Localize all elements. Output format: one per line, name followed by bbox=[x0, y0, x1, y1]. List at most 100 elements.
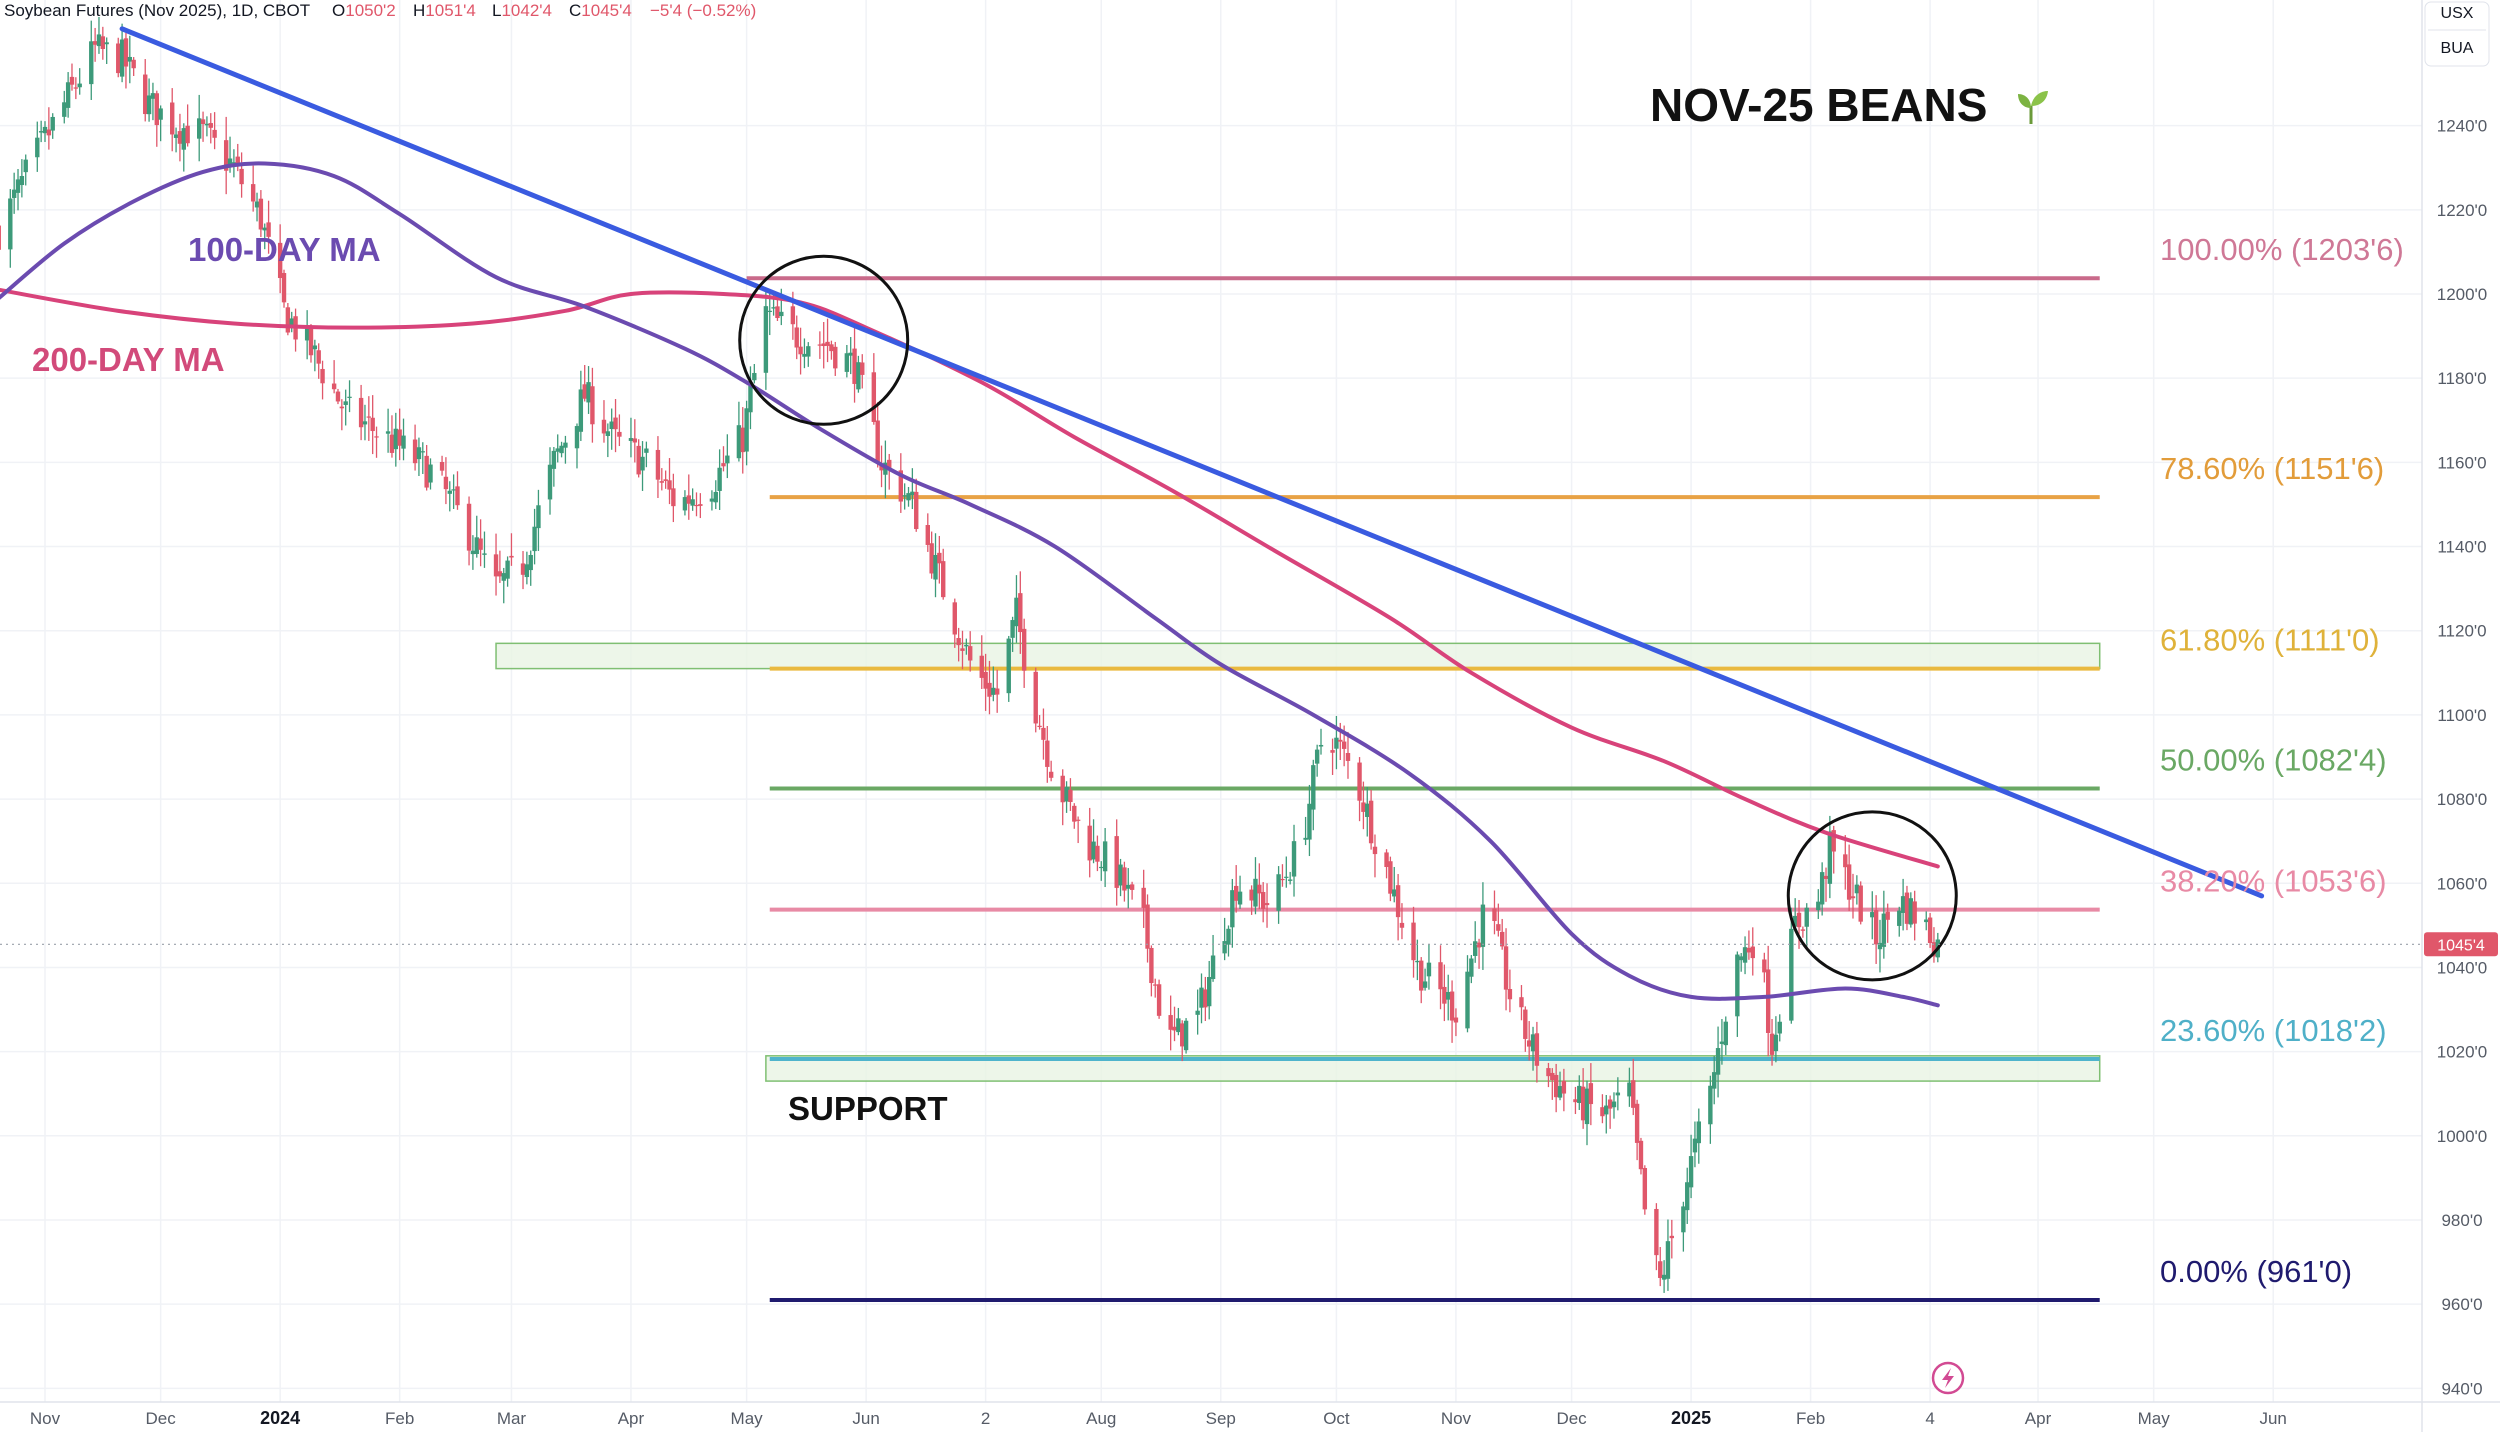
candle-body bbox=[1014, 597, 1019, 627]
candle-body bbox=[1561, 1080, 1567, 1094]
candle-body bbox=[1395, 885, 1401, 918]
support-label: SUPPORT bbox=[788, 1090, 948, 1127]
candle-body bbox=[1064, 787, 1069, 802]
candle-body bbox=[362, 421, 368, 425]
candle-body bbox=[1503, 946, 1509, 990]
candle-body bbox=[1149, 947, 1154, 984]
candle-body bbox=[1438, 962, 1443, 990]
y-tick-label: 1100'0 bbox=[2437, 706, 2486, 725]
candle-body bbox=[663, 479, 668, 481]
candle-body bbox=[1742, 947, 1748, 963]
candle-body bbox=[181, 128, 186, 150]
y-tick-label: 1160'0 bbox=[2437, 453, 2486, 472]
candle-body bbox=[914, 491, 919, 530]
candle-body bbox=[1816, 901, 1821, 911]
candle-body bbox=[659, 481, 664, 483]
candle-body bbox=[1881, 913, 1887, 947]
candle-body bbox=[1203, 989, 1208, 1008]
candle-body bbox=[173, 134, 179, 138]
candle-body bbox=[1584, 1088, 1590, 1125]
candle-body bbox=[501, 573, 506, 581]
candle-body bbox=[887, 459, 892, 469]
candle-body bbox=[937, 552, 942, 564]
candle-body bbox=[1873, 910, 1879, 945]
candle-body bbox=[385, 431, 391, 434]
candle-body bbox=[1449, 991, 1455, 1021]
y-tick-label: 960'0 bbox=[2441, 1295, 2482, 1314]
lightning-icon[interactable] bbox=[1931, 1361, 1965, 1395]
candle-body bbox=[748, 385, 753, 413]
candle-body bbox=[262, 227, 267, 231]
badge-frame[interactable] bbox=[2424, 1, 2490, 67]
candle-body bbox=[1777, 1021, 1782, 1034]
candle-body bbox=[1773, 1034, 1779, 1052]
candle-body bbox=[1172, 1026, 1177, 1031]
candle-body bbox=[116, 43, 121, 74]
candle-body bbox=[1661, 1274, 1667, 1280]
candle-body bbox=[1553, 1074, 1559, 1098]
candle-body bbox=[1183, 1020, 1189, 1051]
candle-body bbox=[1276, 874, 1281, 911]
last-price-tag bbox=[2424, 932, 2498, 957]
candle-body bbox=[559, 445, 564, 454]
candle-body bbox=[1399, 922, 1405, 928]
candle-body bbox=[1303, 837, 1308, 840]
chart-title-text: NOV-25 BEANS bbox=[1650, 79, 1987, 131]
candle-body bbox=[1068, 789, 1073, 802]
lightning-icon-bolt[interactable] bbox=[1942, 1368, 1954, 1388]
candle-body bbox=[1338, 739, 1343, 742]
candle-body bbox=[339, 406, 345, 409]
candle-body bbox=[906, 493, 911, 501]
x-tick-label: 4 bbox=[1925, 1409, 1934, 1428]
candle-body bbox=[1284, 876, 1289, 878]
unit-badge[interactable]: BUA bbox=[2441, 40, 2474, 57]
candle-body bbox=[1045, 740, 1050, 767]
candle-body bbox=[104, 42, 109, 45]
candle-body bbox=[1530, 1034, 1536, 1052]
candle-body bbox=[752, 372, 757, 381]
candle-body bbox=[555, 448, 560, 452]
candle-body bbox=[617, 431, 622, 437]
candle-body bbox=[1827, 831, 1833, 884]
candle-body bbox=[1850, 896, 1856, 899]
candle-body bbox=[994, 688, 1000, 695]
candle-body bbox=[1658, 1261, 1663, 1278]
candle-body bbox=[1411, 922, 1416, 961]
candle-body bbox=[1931, 942, 1937, 957]
candle-body bbox=[1233, 885, 1239, 901]
candle-body bbox=[1580, 1086, 1586, 1121]
candle-body bbox=[509, 555, 514, 558]
candle-body bbox=[1095, 845, 1100, 862]
candle-body bbox=[1557, 1086, 1563, 1098]
candle-body bbox=[1372, 846, 1378, 855]
candle-body bbox=[775, 306, 780, 319]
currency-badge[interactable]: USX bbox=[2441, 5, 2474, 22]
y-tick-label: 980'0 bbox=[2441, 1211, 2482, 1230]
x-tick-label: Nov bbox=[1441, 1409, 1472, 1428]
candle-body bbox=[717, 467, 722, 491]
candle-body bbox=[1291, 841, 1297, 877]
candle-body bbox=[1615, 1092, 1621, 1096]
candle-body bbox=[1264, 903, 1270, 906]
candle-body bbox=[123, 38, 129, 67]
candle-body bbox=[1499, 931, 1505, 947]
candle-body bbox=[798, 346, 803, 355]
candle-body bbox=[925, 525, 930, 545]
candle-body bbox=[1611, 1101, 1617, 1108]
candle-body bbox=[1345, 753, 1351, 761]
candle-body bbox=[825, 341, 830, 346]
candle-body bbox=[1900, 896, 1906, 913]
candle-body bbox=[875, 420, 880, 464]
candle-body bbox=[1846, 864, 1852, 900]
price-zone bbox=[495, 642, 2101, 670]
candle-body bbox=[1453, 1017, 1459, 1023]
y-tick-label: 1240'0 bbox=[2437, 117, 2488, 136]
candle-body bbox=[871, 372, 877, 422]
currency-badges[interactable]: USX BUA bbox=[2424, 1, 2490, 67]
candle-body bbox=[1870, 912, 1875, 918]
candle-body bbox=[987, 682, 992, 697]
highlight-circle bbox=[1786, 810, 1958, 982]
candle-body bbox=[0, 225, 1, 250]
candle-body bbox=[1885, 911, 1890, 920]
